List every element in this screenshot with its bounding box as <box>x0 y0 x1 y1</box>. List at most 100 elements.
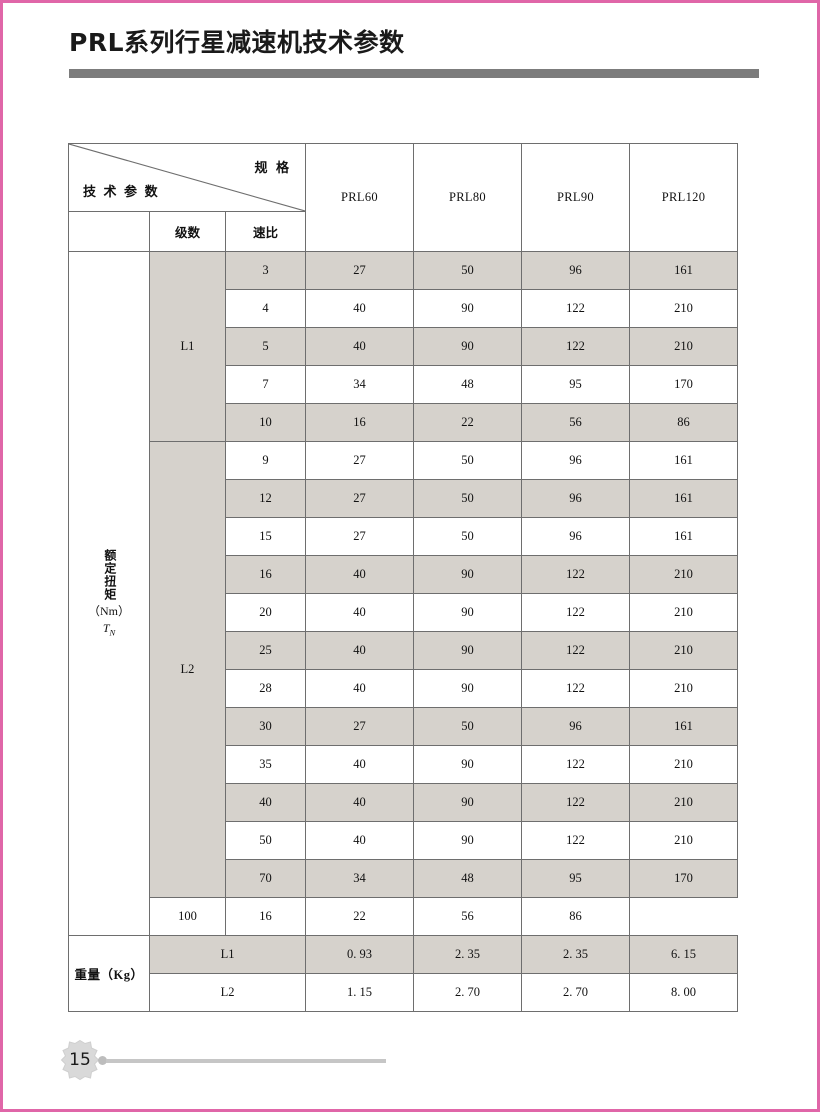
page-number: 15 <box>69 1050 91 1070</box>
weight-stage-cell: L2 <box>148 973 307 1012</box>
torque-value-cell: 96 <box>521 707 631 746</box>
torque-value-cell: 50 <box>413 251 523 290</box>
torque-value-cell: 90 <box>413 593 523 632</box>
torque-unit: （Nm） <box>87 604 130 619</box>
header-model-prl60: PRL60 <box>305 143 415 252</box>
ratio-cell: 16 <box>224 555 307 594</box>
torque-value-cell: 90 <box>413 783 523 822</box>
torque-value-cell: 34 <box>305 859 415 898</box>
header-model-prl120: PRL120 <box>629 143 739 252</box>
torque-value-cell: 40 <box>305 593 415 632</box>
torque-value-cell: 95 <box>521 859 631 898</box>
weight-value-cell: 0. 93 <box>305 935 415 974</box>
torque-value-cell: 122 <box>521 327 631 366</box>
ratio-cell: 15 <box>224 517 307 556</box>
torque-value-cell: 122 <box>521 289 631 328</box>
torque-value-cell: 210 <box>629 745 739 784</box>
weight-row: 重量（Kg） L1 0. 93 2. 35 2. 35 6. 15 <box>68 935 739 1012</box>
torque-value-cell: 161 <box>629 517 739 556</box>
torque-value-cell: 56 <box>413 897 523 936</box>
torque-value-cell: 48 <box>413 365 523 404</box>
table-header-row: 规 格技 术 参 数 PRL60 PRL80 PRL90 PRL120 <box>67 143 739 252</box>
ratio-cell: 7 <box>224 365 307 404</box>
torque-value-cell: 86 <box>521 897 631 936</box>
torque-value-cell: 96 <box>521 517 631 556</box>
torque-value-cell: 90 <box>413 745 523 784</box>
ratio-cell: 4 <box>224 289 307 328</box>
table-row: 12 27 50 96 161 <box>69 479 739 518</box>
ratio-cell: 35 <box>224 745 307 784</box>
torque-value-cell: 96 <box>521 441 631 480</box>
torque-value-cell: 40 <box>305 327 415 366</box>
table-row: 15 27 50 96 161 <box>69 517 739 556</box>
torque-value-cell: 50 <box>413 707 523 746</box>
table-row: 7 34 48 95 170 <box>69 365 739 404</box>
torque-value-cell: 27 <box>305 251 415 290</box>
weight-stage-cell: L1 <box>148 935 307 974</box>
ratio-cell: 25 <box>224 631 307 670</box>
ratio-cell: 50 <box>224 821 307 860</box>
torque-value-cell: 27 <box>305 479 415 518</box>
torque-value-cell: 210 <box>629 555 739 594</box>
torque-value-cell: 170 <box>629 365 739 404</box>
title-block: PRL系列行星减速机技术参数 <box>69 29 759 78</box>
torque-group-label: 额定扭矩 （Nm） TN <box>68 251 150 936</box>
table-row: 10 16 22 56 86 <box>69 403 739 442</box>
ratio-cell: 28 <box>224 669 307 708</box>
torque-value-cell: 90 <box>413 327 523 366</box>
subheader-ratio: 速比 <box>224 211 307 252</box>
torque-value-cell: 210 <box>629 821 739 860</box>
weight-value-cell: 2. 35 <box>521 935 631 974</box>
torque-value-cell: 96 <box>521 479 631 518</box>
torque-value-cell: 90 <box>413 821 523 860</box>
weight-value-cell: 1. 15 <box>305 973 415 1012</box>
torque-value-cell: 122 <box>521 783 631 822</box>
subheader-blank <box>68 211 150 252</box>
torque-value-cell: 210 <box>629 669 739 708</box>
torque-value-cell: 90 <box>413 669 523 708</box>
ratio-cell: 100 <box>149 897 226 936</box>
torque-value-cell: 40 <box>305 821 415 860</box>
torque-value-cell: 90 <box>413 631 523 670</box>
stage-group-l2: L2 <box>149 441 226 898</box>
ratio-cell: 9 <box>224 441 307 480</box>
torque-value-cell: 56 <box>521 403 631 442</box>
ratio-cell: 20 <box>224 593 307 632</box>
torque-value-cell: 86 <box>629 403 739 442</box>
torque-value-cell: 122 <box>521 821 631 860</box>
torque-value-cell: 27 <box>305 441 415 480</box>
torque-value-cell: 122 <box>521 555 631 594</box>
torque-value-cell: 161 <box>629 479 739 518</box>
header-model-prl90: PRL90 <box>521 143 631 252</box>
torque-value-cell: 95 <box>521 365 631 404</box>
table-row: 50 40 90 122 210 <box>69 821 739 860</box>
torque-value-cell: 40 <box>305 631 415 670</box>
weight-value-cell: 6. 15 <box>629 935 739 974</box>
header-corner-cell: 规 格技 术 参 数 <box>67 143 307 212</box>
torque-value-cell: 50 <box>413 517 523 556</box>
table-row: 40 40 90 122 210 <box>69 783 739 822</box>
weight-value-cell: 2. 70 <box>413 973 523 1012</box>
header-model-prl80: PRL80 <box>413 143 523 252</box>
torque-value-cell: 22 <box>413 403 523 442</box>
table-row: L2 9 27 50 96 161 <box>69 441 739 898</box>
torque-value-cell: 90 <box>413 555 523 594</box>
torque-value-cell: 210 <box>629 631 739 670</box>
torque-value-cell: 40 <box>305 555 415 594</box>
torque-value-cell: 27 <box>305 707 415 746</box>
weight-section-label: 重量（Kg） <box>68 935 150 1012</box>
weight-row: L2 1. 15 2. 70 2. 70 8. 00 <box>69 973 739 1012</box>
torque-value-cell: 48 <box>413 859 523 898</box>
torque-value-cell: 122 <box>521 593 631 632</box>
ratio-cell: 30 <box>224 707 307 746</box>
torque-value-cell: 170 <box>629 859 739 898</box>
torque-value-cell: 40 <box>305 745 415 784</box>
page-title: PRL系列行星减速机技术参数 <box>69 28 405 57</box>
table-row: 25 40 90 122 210 <box>69 631 739 670</box>
torque-value-cell: 161 <box>629 707 739 746</box>
torque-value-cell: 40 <box>305 669 415 708</box>
torque-value-cell: 161 <box>629 251 739 290</box>
table-row: 4 40 90 122 210 <box>69 289 739 328</box>
ratio-cell: 12 <box>224 479 307 518</box>
ratio-cell: 10 <box>224 403 307 442</box>
